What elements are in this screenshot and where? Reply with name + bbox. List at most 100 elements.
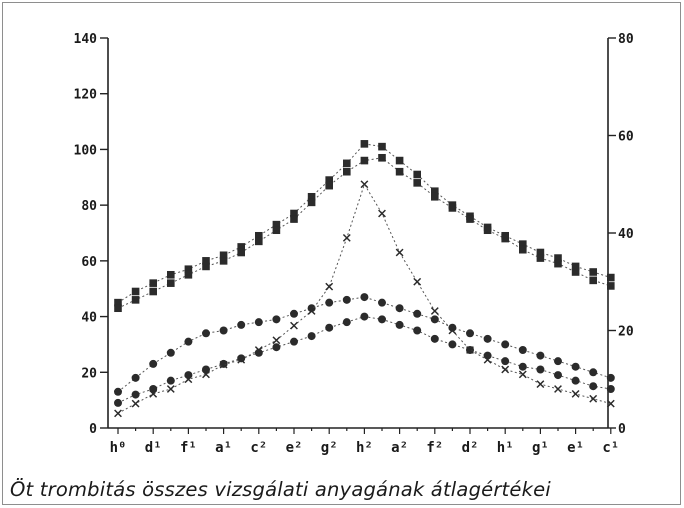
data-point <box>325 282 334 291</box>
data-point <box>237 320 246 329</box>
data-point <box>360 293 369 302</box>
data-point <box>466 346 474 354</box>
data-point <box>483 226 492 235</box>
series-line <box>117 296 611 393</box>
data-point <box>431 192 439 201</box>
series-3 <box>114 293 615 396</box>
series-2 <box>114 153 615 313</box>
data-point <box>254 346 263 354</box>
data-point <box>202 370 210 379</box>
series-4 <box>114 312 615 407</box>
chart: 0 20 40 60 80 100 120 140 0 20 40 60 80 h⁰ d¹ f¹ a¹ c² e… <box>74 32 634 456</box>
data-point <box>518 346 527 354</box>
data-point <box>571 376 580 385</box>
data-point <box>149 389 158 398</box>
data-point <box>307 332 316 341</box>
data-point <box>307 198 316 207</box>
data-point <box>448 340 457 349</box>
data-point <box>360 312 369 321</box>
data-point <box>237 248 245 257</box>
data-point <box>307 307 316 315</box>
x-tick-label: f² <box>426 440 443 456</box>
data-point <box>114 409 122 418</box>
data-point <box>589 368 598 377</box>
data-point <box>519 245 527 254</box>
x-tick-label: e¹ <box>567 440 584 456</box>
left-tick-label: 100 <box>74 143 98 158</box>
data-point <box>589 382 598 391</box>
data-point <box>378 209 386 218</box>
data-point <box>413 277 422 286</box>
figure-caption: Öt trombitás összes vizsgálati anyagának… <box>10 478 551 501</box>
x-tick-label: a¹ <box>215 440 232 456</box>
x-tick-label: d¹ <box>145 440 162 456</box>
data-point <box>114 304 122 313</box>
data-point <box>501 357 510 366</box>
data-point <box>536 254 545 262</box>
data-point <box>413 170 421 179</box>
data-point <box>342 295 351 304</box>
data-point <box>430 307 439 315</box>
x-tick-label: h¹ <box>497 440 514 456</box>
data-point <box>589 394 598 403</box>
left-tick-label: 20 <box>81 366 97 381</box>
data-point <box>202 257 210 265</box>
data-point <box>342 318 351 327</box>
x-tick-label: g¹ <box>532 440 549 456</box>
right-tick-label: 40 <box>618 227 634 242</box>
data-point <box>290 337 298 346</box>
data-point <box>554 385 562 393</box>
x-axis-ticks: h⁰ d¹ f¹ a¹ c² e² g² h² a² f² d² h¹ g¹ e¹ c¹ <box>110 428 619 456</box>
x-tick-label: d² <box>462 440 479 456</box>
data-point <box>571 389 580 398</box>
data-point <box>554 254 562 262</box>
data-point <box>149 287 157 296</box>
data-point <box>466 329 474 338</box>
data-point <box>272 336 281 345</box>
data-point <box>131 287 140 296</box>
data-point <box>571 262 580 271</box>
data-point <box>413 179 421 187</box>
data-point <box>448 326 457 335</box>
data-point <box>219 251 228 260</box>
left-tick-label: 60 <box>81 255 97 270</box>
series-5 <box>114 180 615 418</box>
data-point <box>166 348 175 357</box>
chart-axes <box>107 38 609 429</box>
data-point <box>518 362 527 371</box>
data-point <box>483 355 492 364</box>
data-point <box>483 351 492 360</box>
data-point <box>166 376 175 385</box>
data-point <box>166 385 175 393</box>
data-point <box>272 315 281 324</box>
data-point <box>184 265 193 274</box>
data-point <box>184 270 193 279</box>
data-point <box>202 329 210 338</box>
data-point <box>255 231 263 240</box>
data-point <box>131 296 140 304</box>
x-tick-label: g² <box>321 440 338 456</box>
data-point <box>413 326 422 335</box>
data-point <box>448 323 457 332</box>
x-tick-label: h² <box>356 440 373 456</box>
x-tick-label: e² <box>286 440 303 456</box>
data-point <box>325 298 334 307</box>
data-point <box>254 318 263 327</box>
data-point <box>307 304 316 313</box>
data-point <box>395 304 404 313</box>
data-point <box>536 248 545 257</box>
data-point <box>571 268 580 276</box>
data-point <box>290 209 298 218</box>
data-point <box>519 240 527 248</box>
left-tick-label: 120 <box>74 88 98 103</box>
data-point <box>290 309 298 318</box>
series-line <box>117 157 611 309</box>
data-point <box>237 355 246 364</box>
left-tick-label: 0 <box>89 422 97 437</box>
right-tick-label: 80 <box>618 32 634 47</box>
series-layer <box>114 140 615 418</box>
data-point <box>343 167 351 176</box>
data-point <box>430 334 439 343</box>
data-point <box>501 365 510 374</box>
